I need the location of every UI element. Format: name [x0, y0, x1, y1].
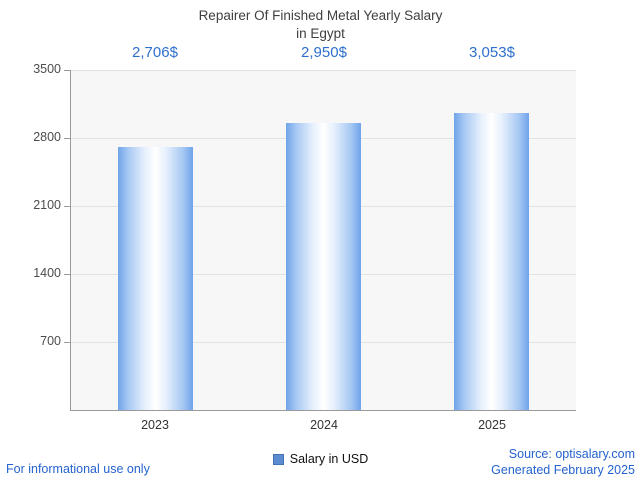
y-tick-mark: [64, 274, 70, 275]
bar-2023: [118, 147, 193, 410]
y-tick-label: 1400: [33, 266, 61, 280]
plot-area: 700 1400 2100 2800 3500 2,706$ 2023 2,950$ 2024 3…: [33, 44, 576, 432]
chart-title: Repairer Of Finished Metal Yearly Salary…: [0, 7, 641, 43]
chart-title-line1: Repairer Of Finished Metal Yearly Salary: [198, 8, 443, 23]
y-tick-label: 2100: [33, 198, 61, 212]
y-tick-label: 3500: [33, 62, 61, 76]
x-tick-label-2025: 2025: [478, 418, 506, 432]
y-tick-mark: [64, 342, 70, 343]
y-tick-mark: [64, 138, 70, 139]
y-tick-mark: [64, 206, 70, 207]
y-tick-label: 2800: [33, 130, 61, 144]
legend-swatch-icon: [272, 453, 284, 465]
value-label-2023: 2,706$: [132, 44, 178, 61]
y-tick-mark: [64, 70, 70, 71]
legend-label: Salary in USD: [289, 452, 369, 466]
x-tick-label-2023: 2023: [141, 418, 169, 432]
value-label-2025: 3,053$: [469, 44, 515, 61]
generated-text: Generated February 2025: [491, 462, 635, 477]
gridline: [71, 70, 576, 71]
chart-title-line2: in Egypt: [296, 26, 345, 42]
value-label-2024: 2,950$: [301, 44, 347, 61]
bar-2024: [286, 123, 361, 410]
y-tick-label: 700: [40, 334, 61, 348]
source-info: Source: optisalary.com Generated Februar…: [491, 446, 635, 479]
source-link[interactable]: Source: optisalary.com: [508, 446, 635, 461]
disclaimer-text: For informational use only: [6, 462, 150, 476]
bar-2025: [454, 113, 529, 410]
x-tick-label-2024: 2024: [310, 418, 338, 432]
legend: Salary in USD: [0, 452, 641, 466]
